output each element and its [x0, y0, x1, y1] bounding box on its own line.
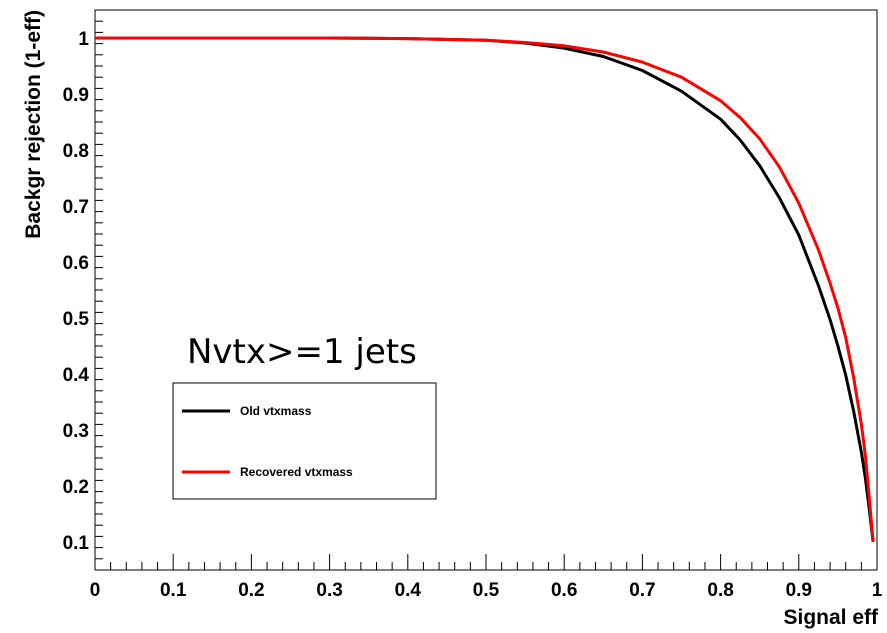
legend-entry-recovered-vtxmass: Recovered vtxmass [240, 465, 353, 479]
x-axis-ticks [94, 554, 878, 570]
y-tick-label: 0.6 [63, 253, 89, 274]
x-tick-label: 0.4 [395, 580, 422, 601]
chart-annotation: Nvtx>=1 jets [187, 332, 417, 372]
x-tick-label: 0 [90, 580, 101, 601]
y-tick-label: 0.9 [63, 85, 89, 106]
y-tick-label: 0.3 [63, 421, 89, 442]
y-tick-label: 0.8 [63, 141, 89, 162]
y-tick-label: 0.1 [63, 533, 90, 554]
y-tick-label: 0.4 [63, 365, 90, 386]
y-tick-label: 0.7 [63, 197, 89, 218]
x-tick-label: 0.7 [629, 580, 655, 601]
legend-box [172, 382, 437, 500]
x-tick-label: 0.2 [238, 580, 264, 601]
x-tick-label: 1 [872, 580, 883, 601]
x-tick-label: 0.8 [707, 580, 733, 601]
x-axis-tick-labels: 0 0.1 0.2 0.3 0.4 0.5 0.6 0.7 0.8 0.9 1 [90, 580, 883, 601]
legend: Old vtxmass Recovered vtxmass [172, 382, 437, 500]
y-axis-tick-labels: 0.1 0.2 0.3 0.4 0.5 0.6 0.7 0.8 0.9 1 [63, 29, 90, 554]
y-tick-label: 1 [78, 29, 89, 50]
x-tick-label: 0.9 [786, 580, 812, 601]
x-tick-label: 0.1 [160, 580, 187, 601]
series-lines [95, 36, 875, 543]
y-tick-label: 0.5 [63, 309, 90, 330]
legend-entry-old-vtxmass: Old vtxmass [240, 404, 312, 418]
y-axis-ticks [95, 9, 103, 571]
x-axis-label: Signal eff [783, 606, 879, 629]
x-tick-label: 0.5 [473, 580, 500, 601]
x-tick-label: 0.6 [551, 580, 577, 601]
y-tick-label: 0.2 [63, 477, 89, 498]
x-tick-label: 0.3 [316, 580, 342, 601]
series-line-recovered-vtxmass [95, 36, 875, 543]
y-axis-label: Backgr rejection (1-eff) [22, 10, 45, 239]
